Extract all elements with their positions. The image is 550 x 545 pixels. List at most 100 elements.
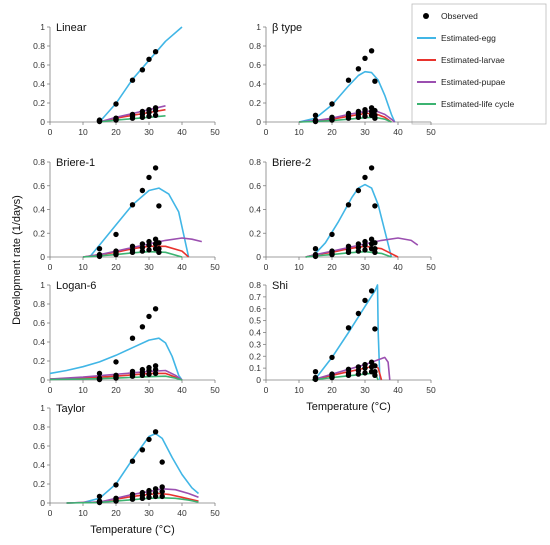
observed-point <box>329 117 335 123</box>
observed-point <box>96 253 103 260</box>
y-tick-label: 0.8 <box>249 41 261 51</box>
x-tick-label: 40 <box>177 508 187 518</box>
observed-point <box>156 249 162 255</box>
y-tick-label: 0.2 <box>249 98 261 108</box>
observed-point <box>368 359 375 365</box>
observed-point <box>312 253 319 260</box>
x-tick-label: 50 <box>426 262 436 272</box>
observed-point <box>368 246 375 252</box>
observed-point <box>113 231 119 238</box>
observed-point <box>368 288 375 294</box>
y-tick-label: 1 <box>256 22 261 32</box>
panel-title: Taylor <box>56 403 86 415</box>
x-tick-label: 20 <box>111 508 121 518</box>
y-axis-label: Development rate (1/days) <box>11 195 23 325</box>
observed-point <box>152 112 159 119</box>
observed-point <box>345 325 352 331</box>
observed-point <box>345 115 352 121</box>
y-tick-label: 0.4 <box>33 460 45 470</box>
observed-point <box>152 363 159 369</box>
observed-point <box>345 77 352 83</box>
y-tick-label: 0.8 <box>33 157 45 167</box>
x-tick-label: 20 <box>327 385 337 395</box>
observed-point <box>159 493 165 500</box>
panel-title: Logan-6 <box>56 280 96 292</box>
y-tick-label: 0.4 <box>33 79 45 89</box>
observed-point <box>113 359 119 365</box>
x-tick-label: 20 <box>111 262 121 272</box>
observed-point <box>152 49 159 55</box>
observed-point <box>152 366 159 373</box>
observed-point <box>146 247 152 253</box>
observed-point <box>146 367 152 374</box>
observed-point <box>139 324 146 330</box>
observed-point <box>139 372 146 378</box>
y-tick-label: 0.3 <box>249 339 261 349</box>
observed-point <box>96 499 103 506</box>
y-tick-label: 0 <box>256 117 261 127</box>
y-tick-label: 0.2 <box>33 356 45 366</box>
x-tick-label: 10 <box>294 385 304 395</box>
observed-point <box>159 459 165 465</box>
panel-title: Shi <box>272 280 288 292</box>
observed-point <box>139 447 146 453</box>
series-line-estimated-egg <box>298 70 396 123</box>
panel-title: Briere-1 <box>56 157 95 169</box>
observed-point <box>329 251 335 258</box>
observed-point <box>113 101 119 107</box>
panel-1: 00.20.40.60.810 10 20 30 40 50β type <box>249 22 436 137</box>
observed-point <box>312 369 319 375</box>
observed-point <box>372 372 378 378</box>
x-tick-label: 10 <box>78 262 88 272</box>
x-tick-label: 10 <box>78 127 88 137</box>
observed-point <box>146 109 152 116</box>
observed-point <box>312 118 319 125</box>
observed-point <box>146 242 152 248</box>
observed-point <box>129 373 136 379</box>
observed-point <box>362 247 368 253</box>
observed-point <box>329 231 335 238</box>
observed-point <box>362 242 368 248</box>
observed-point <box>372 78 378 84</box>
observed-point <box>152 489 159 496</box>
x-tick-label: 30 <box>144 508 154 518</box>
series-line-estimated-egg <box>98 26 183 123</box>
observed-point <box>312 376 319 383</box>
observed-point <box>372 203 378 209</box>
y-tick-label: 0.4 <box>249 79 261 89</box>
y-tick-label: 0.2 <box>33 98 45 108</box>
y-tick-label: 0.2 <box>249 228 261 238</box>
observed-point <box>355 187 362 194</box>
x-tick-label: 40 <box>177 262 187 272</box>
y-tick-label: 0 <box>256 252 261 262</box>
observed-point <box>372 115 378 121</box>
x-tick-label: 30 <box>144 127 154 137</box>
observed-point <box>355 114 362 121</box>
observed-point <box>362 365 368 371</box>
x-tick-label: 40 <box>393 262 403 272</box>
y-tick-label: 0.6 <box>249 60 261 70</box>
y-tick-label: 0.6 <box>33 441 45 451</box>
observed-point <box>146 490 152 497</box>
x-tick-label: 40 <box>177 127 187 137</box>
y-tick-label: 0.6 <box>33 318 45 328</box>
observed-point <box>159 488 165 495</box>
observed-point <box>156 203 162 209</box>
observed-point <box>368 48 375 54</box>
panels: 00.20.40.60.810 10 20 30 40 50Linear00.20.40.… <box>33 22 436 536</box>
observed-point <box>329 354 335 361</box>
legend-label: Observed <box>441 11 478 21</box>
series-line-estimated-egg <box>314 284 381 381</box>
y-tick-label: 1 <box>40 403 45 413</box>
observed-point <box>139 67 146 73</box>
x-tick-label: 50 <box>210 127 220 137</box>
x-tick-label: 20 <box>111 385 121 395</box>
x-axis-label: Temperature (°C) <box>90 524 174 536</box>
observed-point <box>146 56 152 62</box>
observed-point <box>329 101 335 107</box>
observed-point <box>146 313 152 320</box>
y-tick-label: 0 <box>40 252 45 262</box>
observed-point <box>355 371 362 377</box>
